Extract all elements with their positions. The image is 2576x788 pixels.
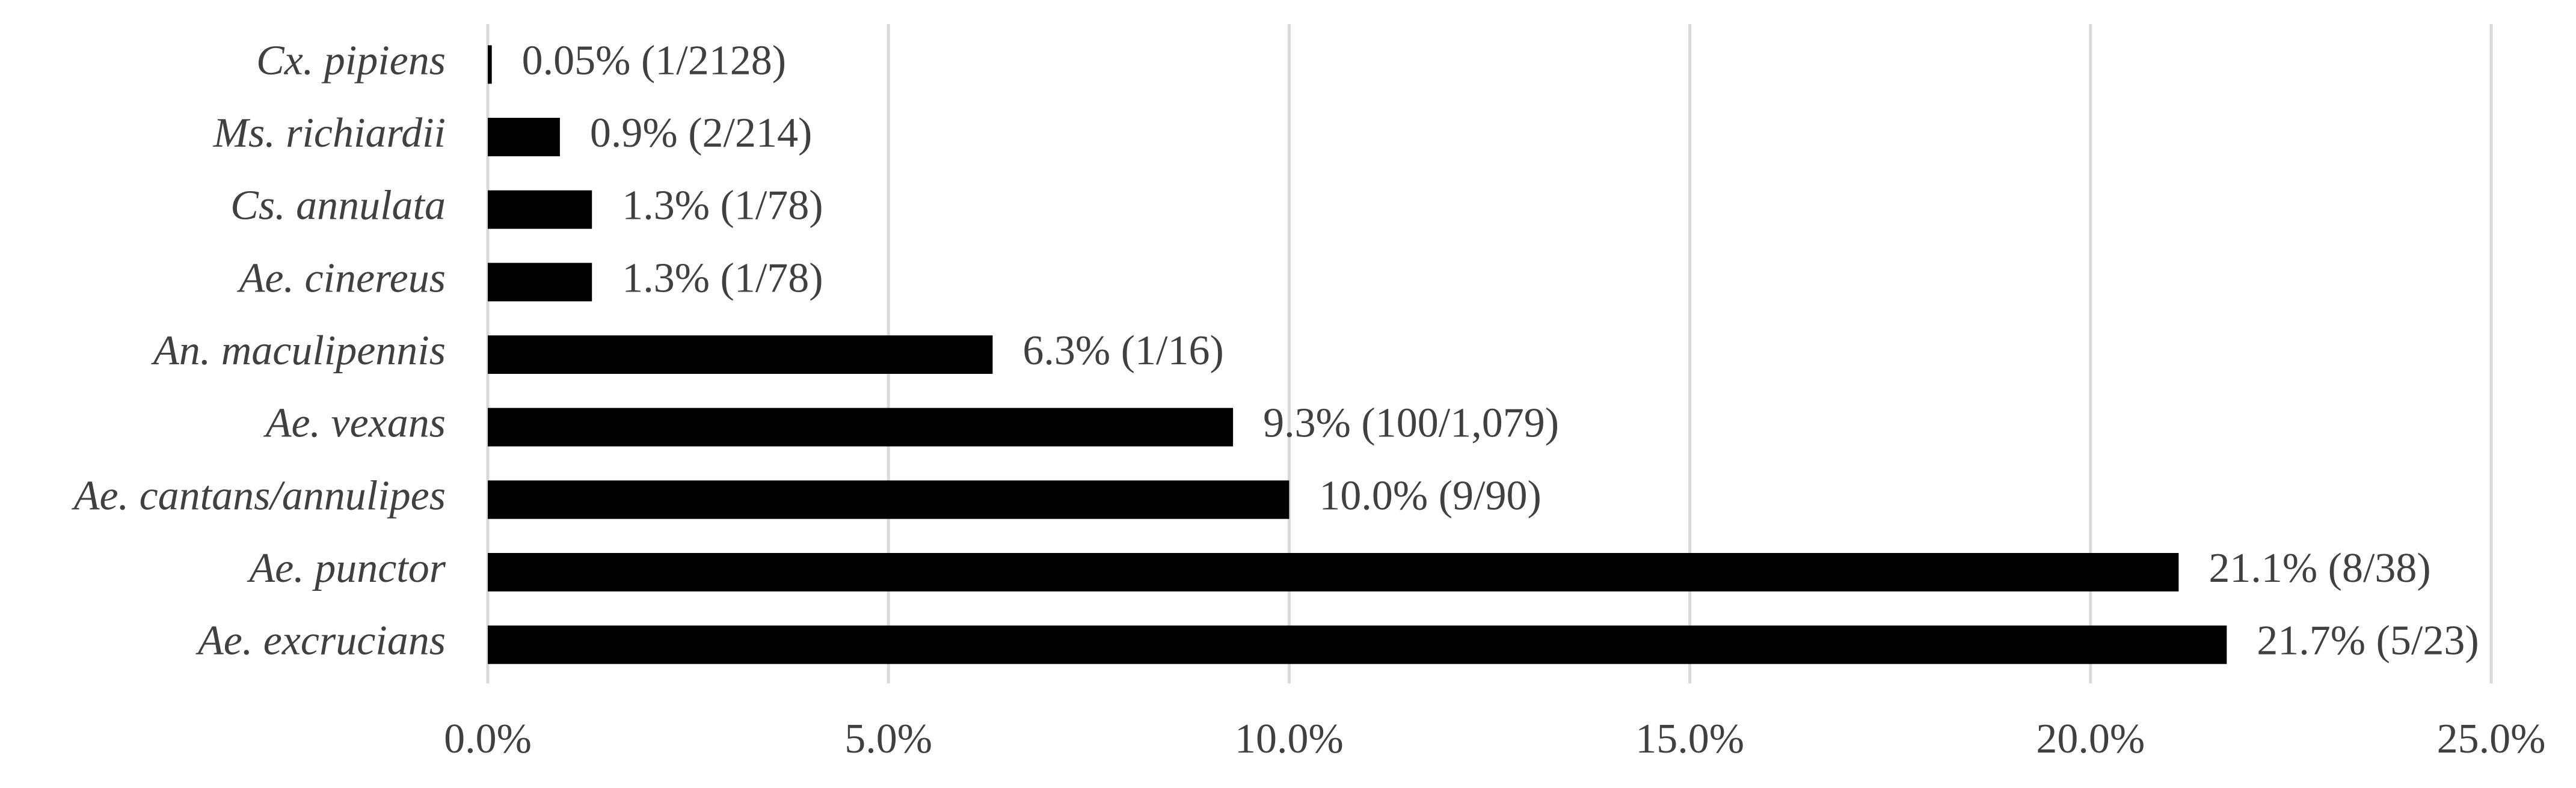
value-label: 9.3% (100/1,079)	[1263, 400, 1559, 447]
bar	[488, 335, 993, 374]
bar	[488, 625, 2227, 664]
value-label: 0.05% (1/2128)	[522, 37, 786, 84]
value-label: 10.0% (9/90)	[1319, 472, 1541, 519]
bar	[488, 408, 1234, 447]
category-label: Ae. punctor	[247, 545, 446, 591]
x-tick-label: 15.0%	[1635, 716, 1744, 762]
bar	[488, 480, 1290, 519]
bar	[488, 45, 492, 84]
value-label: 0.9% (2/214)	[590, 110, 812, 156]
category-label: Ae. vexans	[263, 400, 446, 447]
value-label: 1.3% (1/78)	[622, 255, 823, 301]
x-tick-label: 25.0%	[2437, 716, 2546, 762]
category-label: Cs. annulata	[230, 183, 446, 229]
category-label: Cx. pipiens	[256, 37, 446, 84]
category-label: Ae. cantans/annulipes	[72, 472, 446, 519]
bar	[488, 118, 560, 156]
value-label: 21.1% (8/38)	[2209, 545, 2430, 591]
x-tick-label: 0.0%	[444, 716, 532, 762]
category-label: Ae. excrucians	[195, 618, 446, 664]
value-label: 1.3% (1/78)	[622, 183, 823, 229]
bar	[488, 190, 592, 229]
x-tick-label: 20.0%	[2036, 716, 2145, 762]
category-label: An. maculipennis	[151, 328, 446, 374]
x-tick-label: 10.0%	[1235, 716, 1344, 762]
x-tick-label: 5.0%	[844, 716, 932, 762]
category-label: Ms. richiardii	[213, 110, 446, 156]
value-label: 21.7% (5/23)	[2257, 618, 2479, 664]
value-label: 6.3% (1/16)	[1022, 328, 1223, 374]
bar	[488, 263, 592, 302]
bar	[488, 553, 2179, 591]
category-label: Ae. cinereus	[237, 255, 446, 301]
